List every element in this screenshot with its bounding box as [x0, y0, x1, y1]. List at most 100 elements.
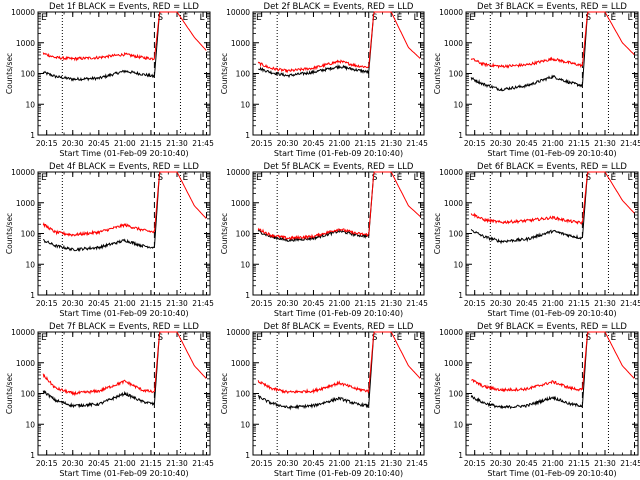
marker-label-s: S: [372, 333, 378, 343]
x-tick-label: 21:15: [354, 459, 376, 468]
x-tick-label: 20:30: [62, 299, 84, 308]
y-tick-label: 1: [30, 291, 35, 300]
x-tick-label: 21:00: [114, 139, 136, 148]
series-line-events: [258, 11, 409, 79]
y-tick-label: 10000: [439, 8, 463, 17]
marker-label-l: L: [628, 173, 633, 183]
y-tick-label: 10: [453, 100, 463, 109]
y-tick-label: 10: [25, 420, 35, 429]
x-axis-label: Start Time (01-Feb-09 20:10:40): [59, 469, 188, 478]
series-line-events: [470, 331, 622, 410]
y-tick-label: 10: [240, 100, 250, 109]
x-tick-label: 21:00: [329, 139, 351, 148]
x-tick-label: 21:45: [620, 459, 640, 468]
x-tick-label: 20:30: [62, 139, 84, 148]
plot-frame: [252, 171, 425, 296]
y-tick-label: 1000: [16, 39, 35, 48]
x-tick-label: 21:45: [406, 139, 428, 148]
y-tick-label: 10000: [226, 328, 250, 337]
x-tick-label: 21:30: [594, 459, 616, 468]
y-tick-label: 10: [25, 260, 35, 269]
panel-5: Det 5f BLACK = Events, RED = LLD 1 10 100 10…: [220, 162, 428, 318]
panel-title: Det 4f BLACK = Events, RED = LLD: [49, 162, 199, 172]
marker-label-l: L: [628, 13, 633, 23]
marker-label-e: E: [41, 173, 47, 183]
x-tick-label: 20:30: [490, 139, 512, 148]
series-line-lld: [257, 331, 421, 395]
marker-label-e: E: [610, 173, 616, 183]
x-axis-label: Start Time (01-Feb-09 20:10:40): [487, 149, 616, 158]
x-tick-label: 20:15: [36, 459, 58, 468]
x-tick-label: 21:30: [166, 299, 188, 308]
y-tick-label: 100: [236, 70, 251, 79]
marker-label-e: E: [397, 333, 403, 343]
series-line-lld: [42, 171, 207, 237]
marker-label-l: L: [200, 173, 205, 183]
marker-label-e: E: [256, 333, 262, 343]
y-axis-label: Counts/sec: [220, 373, 229, 414]
y-tick-label: 100: [449, 70, 464, 79]
panel-1: Det 1f BLACK = Events, RED = LLD 1 10 100 10…: [5, 2, 214, 158]
x-tick-label: 21:30: [166, 139, 188, 148]
marker-label-l: L: [200, 13, 205, 23]
x-tick-label: 21:30: [166, 459, 188, 468]
x-tick-label: 20:30: [277, 299, 299, 308]
x-tick-label: 20:45: [88, 139, 110, 148]
x-tick-label: 20:45: [303, 299, 325, 308]
x-tick-label: 21:15: [140, 459, 162, 468]
y-tick-label: 1: [30, 451, 35, 460]
x-tick-label: 21:15: [140, 139, 162, 148]
panel-4: Det 4f BLACK = Events, RED = LLD 1 10 100 10…: [5, 162, 214, 318]
marker-label-s: S: [157, 13, 163, 23]
x-tick-label: 20:15: [251, 459, 273, 468]
x-tick-label: 21:00: [114, 459, 136, 468]
y-tick-label: 10: [453, 420, 463, 429]
panel-title: Det 1f BLACK = Events, RED = LLD: [49, 2, 199, 12]
marker-label-e: E: [469, 173, 475, 183]
x-tick-label: 20:30: [490, 459, 512, 468]
x-tick-label: 20:15: [464, 459, 486, 468]
y-tick-label: 1: [30, 131, 35, 140]
x-tick-label: 21:00: [329, 299, 351, 308]
y-tick-label: 10000: [226, 8, 250, 17]
panel-2: Det 2f BLACK = Events, RED = LLD 1 10 100 10…: [220, 2, 428, 158]
x-tick-label: 21:45: [620, 299, 640, 308]
y-tick-label: 10: [453, 260, 463, 269]
x-axis-label: Start Time (01-Feb-09 20:10:40): [487, 309, 616, 318]
x-tick-label: 20:15: [36, 139, 58, 148]
y-tick-label: 10000: [11, 8, 35, 17]
panel-title: Det 3f BLACK = Events, RED = LLD: [477, 2, 627, 12]
x-tick-label: 21:45: [406, 299, 428, 308]
x-tick-label: 21:45: [192, 139, 214, 148]
marker-label-s: S: [157, 173, 163, 183]
marker-label-e: E: [182, 173, 188, 183]
x-tick-label: 20:45: [303, 459, 325, 468]
x-tick-label: 21:15: [140, 299, 162, 308]
y-tick-label: 100: [236, 230, 251, 239]
x-axis-label: Start Time (01-Feb-09 20:10:40): [274, 469, 403, 478]
x-tick-label: 21:45: [406, 459, 428, 468]
y-axis-label: Counts/sec: [5, 213, 14, 254]
y-tick-label: 1: [458, 291, 463, 300]
marker-label-e: E: [256, 13, 262, 23]
x-tick-label: 21:45: [192, 299, 214, 308]
x-tick-label: 20:45: [303, 139, 325, 148]
y-tick-label: 10000: [439, 168, 463, 177]
panel-title: Det 8f BLACK = Events, RED = LLD: [264, 322, 414, 332]
marker-label-s: S: [585, 13, 591, 23]
marker-label-l: L: [414, 173, 419, 183]
y-tick-label: 1: [245, 131, 250, 140]
series-line-lld: [42, 331, 207, 397]
x-tick-label: 21:15: [354, 139, 376, 148]
x-axis-label: Start Time (01-Feb-09 20:10:40): [274, 149, 403, 158]
plot-frame: [37, 11, 211, 136]
panel-title: Det 5f BLACK = Events, RED = LLD: [264, 162, 414, 172]
y-tick-label: 100: [21, 390, 36, 399]
series-line-events: [257, 171, 409, 243]
y-axis-label: Counts/sec: [220, 213, 229, 254]
y-tick-label: 100: [21, 70, 36, 79]
series-line-lld: [257, 11, 421, 74]
panel-title: Det 6f BLACK = Events, RED = LLD: [477, 162, 627, 172]
marker-label-s: S: [157, 333, 163, 343]
series-line-events: [257, 331, 409, 411]
